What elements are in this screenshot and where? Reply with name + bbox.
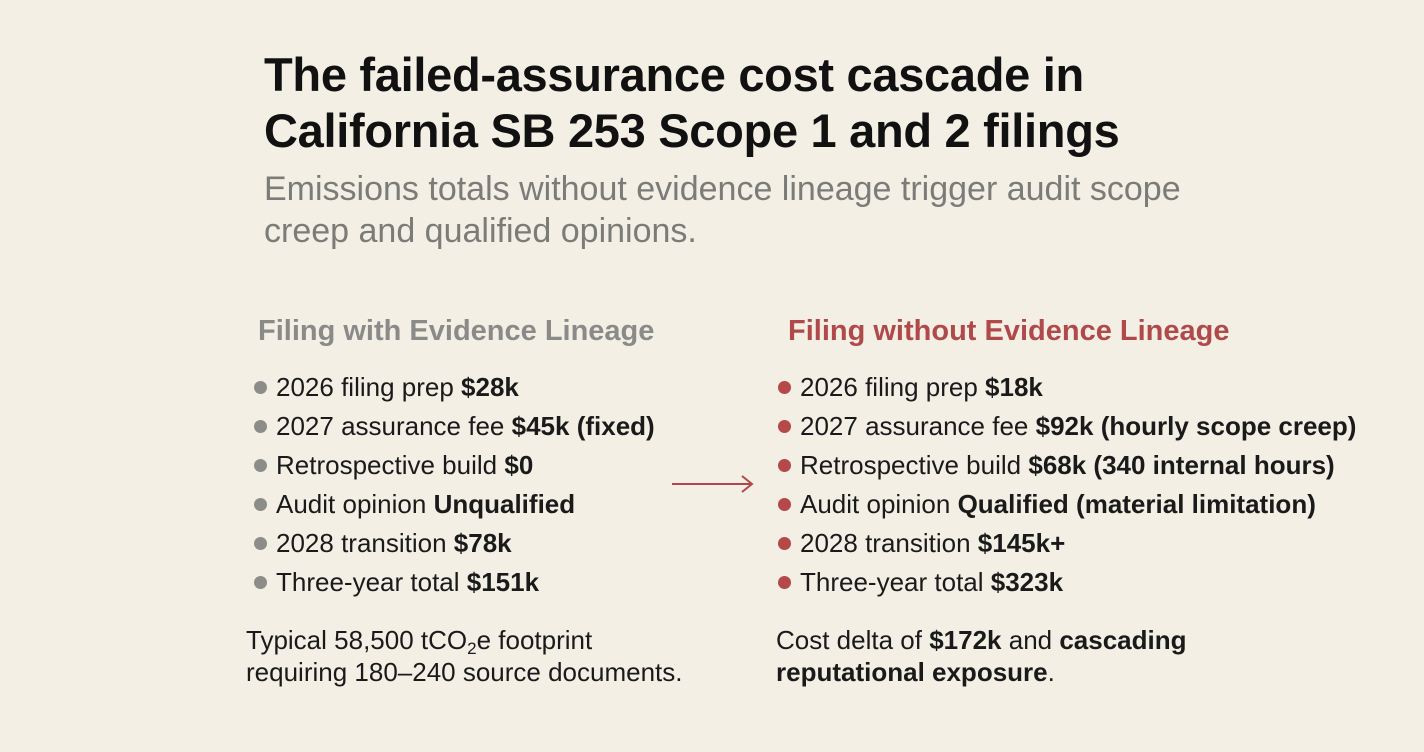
cost-delta-note: Cost delta of $172k and cascading reputat… <box>776 624 1396 688</box>
bullet-dot-icon <box>778 420 791 433</box>
item-label: 2026 filing prep <box>800 372 978 402</box>
subtitle-line-2: creep and qualified opinions. <box>264 212 697 250</box>
list-item: Three-year total $151k <box>246 563 676 602</box>
footprint-note-text: Typical 58,500 tCO <box>246 625 468 655</box>
item-value: $45k (fixed) <box>511 411 655 441</box>
subtitle-line-1: Emissions totals without evidence lineag… <box>264 170 1181 208</box>
bullet-dot-icon <box>254 576 267 589</box>
cost-delta-emphasis: cascading <box>1059 625 1187 655</box>
item-label: 2026 filing prep <box>276 372 454 402</box>
item-value: $28k <box>461 372 519 402</box>
item-label: Three-year total <box>276 567 460 597</box>
footprint-note-subscript: 2 <box>467 639 477 658</box>
footprint-note: Typical 58,500 tCO2e footprint requiring … <box>246 624 766 688</box>
bullet-dot-icon <box>778 498 791 511</box>
item-label: Retrospective build <box>800 450 1022 480</box>
with-lineage-list: 2026 filing prep $28k 2027 assurance fee… <box>246 368 676 602</box>
item-value: $145k+ <box>977 528 1066 558</box>
list-item: 2028 transition $78k <box>246 524 676 563</box>
item-value: $0 <box>504 450 534 480</box>
list-item: 2026 filing prep $18k <box>776 368 1396 407</box>
bullet-dot-icon <box>778 381 791 394</box>
item-value: $78k <box>453 528 512 558</box>
item-label: 2028 transition <box>800 528 971 558</box>
item-value: $323k <box>990 567 1064 597</box>
item-value: Unqualified <box>433 489 576 519</box>
cost-delta-text-2: and <box>1001 625 1060 655</box>
item-value: $92k (hourly scope creep) <box>1035 411 1357 441</box>
bullet-dot-icon <box>254 459 267 472</box>
bullet-dot-icon <box>254 537 267 550</box>
item-label: Retrospective build <box>276 450 498 480</box>
item-label: 2027 assurance fee <box>800 411 1029 441</box>
cost-delta-period: . <box>1047 657 1055 687</box>
list-item: 2028 transition $145k+ <box>776 524 1396 563</box>
page-title: The failed-assurance cost cascade in Cal… <box>264 47 1264 159</box>
right-arrow-icon <box>672 475 754 493</box>
title-line-1: The failed-assurance cost cascade in <box>264 48 1084 101</box>
list-item: 2026 filing prep $28k <box>246 368 676 407</box>
list-item: 2027 assurance fee $45k (fixed) <box>246 407 676 446</box>
title-line-2: California SB 253 Scope 1 and 2 filings <box>264 104 1120 157</box>
item-label: Three-year total <box>800 567 984 597</box>
list-item: Three-year total $323k <box>776 563 1396 602</box>
list-item: Audit opinion Qualified (material limita… <box>776 485 1396 524</box>
bullet-dot-icon <box>778 459 791 472</box>
item-value: $151k <box>466 567 540 597</box>
cost-delta-value: $172k <box>929 625 1002 655</box>
bullet-dot-icon <box>778 576 791 589</box>
list-item: Audit opinion Unqualified <box>246 485 676 524</box>
with-lineage-column: Filing with Evidence Lineage 2026 filing… <box>246 312 676 602</box>
without-lineage-list: 2026 filing prep $18k 2027 assurance fee… <box>776 368 1396 602</box>
item-label: 2027 assurance fee <box>276 411 505 441</box>
item-value: $68k (340 internal hours) <box>1028 450 1335 480</box>
without-lineage-column: Filing without Evidence Lineage 2026 fil… <box>776 312 1396 602</box>
list-item: Retrospective build $68k (340 internal h… <box>776 446 1396 485</box>
bullet-dot-icon <box>778 537 791 550</box>
item-label: Audit opinion <box>276 489 427 519</box>
item-label: Audit opinion <box>800 489 951 519</box>
item-label: 2028 transition <box>276 528 447 558</box>
cost-delta-text: Cost delta of <box>776 625 930 655</box>
with-lineage-heading: Filing with Evidence Lineage <box>258 315 655 347</box>
list-item: 2027 assurance fee $92k (hourly scope cr… <box>776 407 1396 446</box>
list-item: Retrospective build $0 <box>246 446 676 485</box>
bullet-dot-icon <box>254 498 267 511</box>
bullet-dot-icon <box>254 420 267 433</box>
page-subtitle: Emissions totals without evidence lineag… <box>264 168 1314 252</box>
footprint-note-line-2: requiring 180–240 source documents. <box>246 657 683 687</box>
item-value: Qualified (material limitation) <box>957 489 1316 519</box>
footprint-note-text-2: e footprint <box>476 625 593 655</box>
bullet-dot-icon <box>254 381 267 394</box>
item-value: $18k <box>985 372 1043 402</box>
without-lineage-heading: Filing without Evidence Lineage <box>788 315 1230 347</box>
cost-delta-emphasis-2: reputational exposure <box>776 657 1048 687</box>
